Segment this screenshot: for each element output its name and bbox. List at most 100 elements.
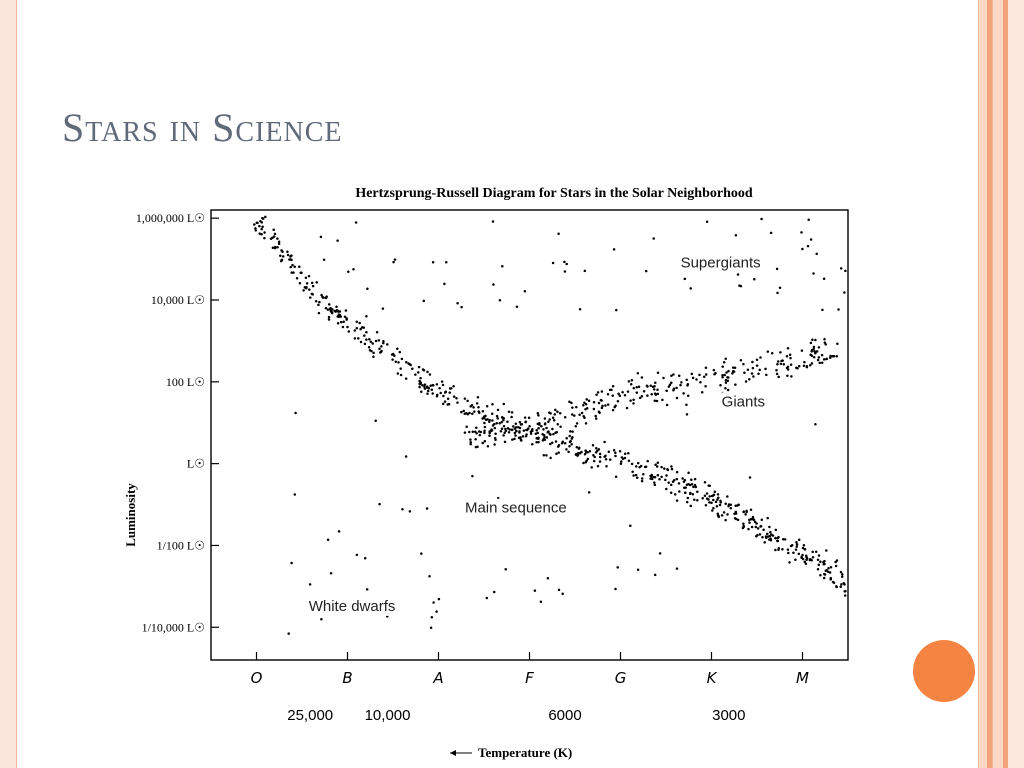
star-point [592,401,596,404]
star-point [492,590,496,594]
star-point [401,507,404,511]
star-point [363,557,367,560]
star-point [596,464,600,468]
star-point [576,453,580,457]
star-point [333,309,336,313]
star-point [822,562,825,566]
star-point [496,496,500,500]
star-point [327,318,331,321]
star-point [345,317,348,320]
star-point [322,258,326,261]
star-point [664,478,667,482]
spectral-class-label: O [251,669,263,687]
star-point [689,287,692,290]
star-point [750,525,754,529]
star-point [729,506,733,510]
star-point [656,461,660,464]
star-point [654,381,657,385]
star-point [273,245,277,249]
star-point [743,371,746,375]
star-point [810,350,813,353]
star-point [577,451,580,455]
star-point [347,270,350,273]
star-point [428,574,431,578]
star-point [372,355,375,359]
star-point [542,434,546,437]
star-point [510,415,513,419]
star-point [686,394,690,397]
star-point [419,381,422,385]
star-point [803,548,807,551]
star-point [374,419,377,423]
star-point [707,498,710,501]
star-point [514,422,518,426]
star-point [776,291,779,295]
star-point [575,422,579,425]
star-point [374,339,378,343]
star-point [561,440,565,444]
star-point [614,475,618,479]
star-point [654,463,657,466]
star-point [483,431,486,435]
star-point [748,378,751,381]
star-point [484,418,488,422]
star-point [582,414,585,418]
star-point [711,509,714,512]
star-point [519,423,523,426]
star-point [417,365,421,369]
star-point [644,269,648,273]
star-point [726,495,729,498]
star-point [325,295,328,298]
star-point [771,534,775,537]
star-point [731,370,735,373]
star-point [823,341,827,344]
star-point [339,320,343,324]
star-point [456,301,459,305]
region-label: Giants [722,393,765,410]
star-point [665,487,668,491]
star-point [685,413,689,416]
star-point [545,426,548,430]
star-point [441,402,445,406]
star-point [575,405,578,409]
star-point [491,424,495,427]
star-point [816,358,820,362]
star-point [507,431,511,434]
star-point [655,399,659,403]
star-point [703,480,707,484]
star-point [756,527,760,530]
star-point [563,260,566,264]
star-point [551,261,555,265]
star-point [499,429,503,433]
star-point [404,455,408,458]
star-point [529,430,533,433]
star-point [537,436,540,439]
star-point [309,296,312,299]
star-point [835,559,839,562]
star-point [353,329,357,332]
star-point [486,445,490,448]
star-point [736,504,739,507]
star-point [592,454,595,457]
region-label: White dwarfs [309,598,396,615]
star-point [407,362,410,365]
star-point [426,370,429,374]
star-point [685,378,688,382]
star-point [556,445,560,448]
star-point [611,394,614,397]
star-point [770,352,774,355]
region-label-bg [715,392,772,412]
star-point [491,402,494,406]
star-point [745,510,748,514]
star-point [311,293,314,296]
star-point [474,437,477,441]
star-point [425,385,429,388]
star-point [704,373,708,376]
star-point [841,573,844,576]
star-point [680,381,683,384]
star-point [491,419,494,422]
star-point [823,572,826,576]
star-point [704,385,707,388]
star-point [502,424,506,428]
star-point [469,405,472,408]
